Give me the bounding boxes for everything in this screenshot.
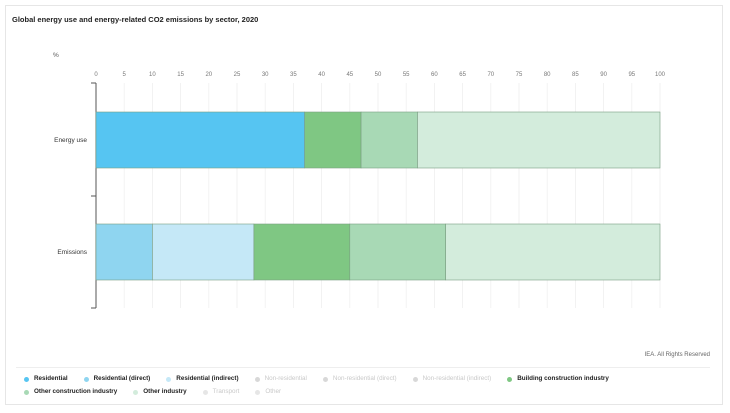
legend-swatch-icon	[83, 376, 89, 382]
legend-label: Other construction industry	[34, 388, 118, 395]
legend-label: Residential (indirect)	[176, 375, 239, 382]
x-tick-label: 35	[290, 72, 297, 78]
bar-segment	[445, 223, 661, 281]
legend-swatch-icon	[24, 389, 29, 395]
category-label: Energy use	[54, 137, 87, 144]
x-tick-label: 75	[516, 72, 523, 78]
chart-container: Global energy use and energy-related CO2…	[5, 5, 723, 405]
legend-swatch-icon	[202, 389, 208, 395]
bar-segment	[360, 111, 418, 169]
legend-swatch-icon	[166, 376, 172, 382]
x-tick-label: 90	[600, 72, 607, 78]
plot-area: 0 5 10 15 20 25 30 35 40 45 50 55 60 65 70 75 80 85 90 95 10…	[54, 72, 666, 309]
legend-divider	[16, 367, 710, 368]
legend-swatch-icon	[507, 376, 513, 382]
legend-item[interactable]: Other	[255, 387, 281, 397]
unit-label: %	[53, 52, 59, 59]
x-tick-label: 80	[544, 72, 551, 78]
chart-title: Global energy use and energy-related CO2…	[12, 15, 259, 24]
legend-swatch-icon	[24, 376, 29, 382]
category-label: Emissions	[57, 249, 87, 256]
x-tick-label: 65	[459, 72, 466, 78]
legend-label: Building construction industry	[517, 375, 609, 382]
legend-label: Other	[265, 388, 282, 395]
x-tick-label: 95	[628, 72, 635, 78]
legend-swatch-icon	[412, 376, 418, 382]
bar-segment	[152, 223, 255, 281]
copyright-notice: IEA. All Rights Reserved	[644, 352, 710, 358]
bar-segment	[95, 111, 305, 169]
x-tick-label: 10	[149, 72, 156, 78]
x-tick-label: 30	[262, 72, 269, 78]
legend-item[interactable]: Non-residential (direct)	[322, 374, 397, 384]
x-tick-label: 85	[572, 72, 579, 78]
legend-label: Non-residential (direct)	[332, 375, 397, 382]
bar-segment	[95, 223, 153, 281]
legend-item[interactable]: Residential (indirect)	[166, 374, 239, 384]
legend-item[interactable]: Building construction industry	[507, 374, 609, 384]
x-tick-label: 20	[205, 72, 212, 78]
bar-segment	[349, 223, 446, 281]
legend-swatch-icon	[322, 376, 328, 382]
legend-item[interactable]: Residential	[24, 374, 68, 384]
bar-segment	[253, 223, 351, 281]
x-tick-label: 100	[655, 72, 666, 78]
x-tick-label: 0	[94, 72, 98, 78]
legend-label: Other industry	[143, 388, 187, 395]
legend-label: Non-residential (indirect)	[422, 375, 492, 382]
legend-label: Residential	[34, 375, 68, 382]
legend: Residential Residential (direct) Residenti…	[24, 374, 724, 397]
x-tick-label: 25	[234, 72, 241, 78]
legend-label: Transport	[212, 388, 240, 395]
legend-swatch-icon	[255, 389, 261, 395]
legend-label: Non-residential	[264, 375, 307, 382]
legend-item[interactable]: Residential (direct)	[83, 374, 151, 384]
legend-item[interactable]: Other construction industry	[24, 387, 117, 397]
legend-item[interactable]: Non-residential (indirect)	[412, 374, 492, 384]
bar-segment	[304, 111, 362, 169]
x-tick-label: 15	[177, 72, 184, 78]
x-tick-label: 40	[318, 72, 325, 78]
bar-segment	[417, 111, 661, 169]
x-tick-label: 55	[403, 72, 410, 78]
x-tick-label: 70	[487, 72, 494, 78]
x-tick-label: 50	[375, 72, 382, 78]
x-tick-label: 45	[346, 72, 353, 78]
legend-item[interactable]: Other industry	[133, 387, 187, 397]
legend-swatch-icon	[133, 389, 139, 395]
x-tick-label: 60	[431, 72, 438, 78]
legend-item[interactable]: Non-residential	[254, 374, 307, 384]
x-tick-label: 5	[123, 72, 127, 78]
legend-swatch-icon	[254, 376, 260, 382]
legend-label: Residential (direct)	[93, 375, 151, 382]
legend-item[interactable]: Transport	[202, 387, 240, 397]
